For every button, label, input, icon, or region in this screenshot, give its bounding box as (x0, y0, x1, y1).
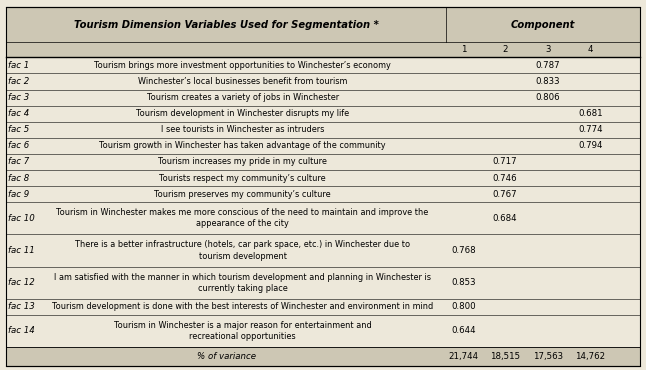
Text: 0.853: 0.853 (452, 278, 476, 287)
Text: fac 5: fac 5 (8, 125, 30, 134)
Text: fac 11: fac 11 (8, 246, 35, 255)
Text: I am satisfied with the manner in which tourism development and planning in Winc: I am satisfied with the manner in which … (54, 273, 431, 293)
Text: 1: 1 (461, 45, 466, 54)
Text: fac 14: fac 14 (8, 326, 35, 336)
Text: Tourism development is done with the best interests of Winchester and environmen: Tourism development is done with the bes… (52, 302, 433, 311)
Text: Tourism growth in Winchester has taken advantage of the community: Tourism growth in Winchester has taken a… (99, 141, 386, 150)
Text: 0.681: 0.681 (578, 109, 603, 118)
Text: Tourism development in Winchester disrupts my life: Tourism development in Winchester disrup… (136, 109, 349, 118)
Text: Component: Component (510, 20, 575, 30)
Text: 3: 3 (545, 45, 550, 54)
Text: Tourism preserves my community’s culture: Tourism preserves my community’s culture (154, 190, 331, 199)
Text: fac 4: fac 4 (8, 109, 30, 118)
Text: 0.644: 0.644 (452, 326, 476, 336)
Text: fac 10: fac 10 (8, 214, 35, 223)
Text: 18,515: 18,515 (490, 352, 520, 361)
Text: fac 1: fac 1 (8, 61, 30, 70)
Text: Tourism Dimension Variables Used for Segmentation *: Tourism Dimension Variables Used for Seg… (74, 20, 379, 30)
Text: 14,762: 14,762 (576, 352, 605, 361)
Text: Winchester’s local businesses benefit from tourism: Winchester’s local businesses benefit fr… (138, 77, 348, 86)
Text: Tourism in Winchester is a major reason for entertainment and
recreational oppor: Tourism in Winchester is a major reason … (114, 321, 371, 341)
Text: fac 2: fac 2 (8, 77, 30, 86)
Text: 2: 2 (503, 45, 508, 54)
Text: 0.806: 0.806 (536, 93, 560, 102)
Text: fac 8: fac 8 (8, 174, 30, 182)
Text: 0.684: 0.684 (493, 214, 517, 223)
Bar (6, 347, 640, 366)
Text: Tourists respect my community’s culture: Tourists respect my community’s culture (160, 174, 326, 182)
Text: fac 13: fac 13 (8, 302, 35, 311)
Text: 0.833: 0.833 (536, 77, 560, 86)
Text: % of variance: % of variance (196, 352, 256, 361)
Text: 0.767: 0.767 (493, 190, 517, 199)
Bar (6, 42, 640, 57)
Text: 0.774: 0.774 (578, 125, 603, 134)
Text: 0.800: 0.800 (452, 302, 476, 311)
Text: fac 12: fac 12 (8, 278, 35, 287)
Text: fac 6: fac 6 (8, 141, 30, 150)
Text: Tourism in Winchester makes me more conscious of the need to maintain and improv: Tourism in Winchester makes me more cons… (56, 208, 429, 228)
Text: Tourism brings more investment opportunities to Winchester’s economy: Tourism brings more investment opportuni… (94, 61, 391, 70)
Text: I see tourists in Winchester as intruders: I see tourists in Winchester as intruder… (161, 125, 324, 134)
Text: 0.746: 0.746 (493, 174, 517, 182)
Bar (6, 7, 640, 42)
Text: 21,744: 21,744 (449, 352, 479, 361)
Text: fac 3: fac 3 (8, 93, 30, 102)
Text: fac 7: fac 7 (8, 158, 30, 166)
Text: 0.717: 0.717 (493, 158, 517, 166)
Text: There is a better infrastructure (hotels, car park space, etc.) in Winchester du: There is a better infrastructure (hotels… (75, 240, 410, 260)
Text: 0.787: 0.787 (536, 61, 560, 70)
Text: 4: 4 (588, 45, 593, 54)
Text: 0.768: 0.768 (452, 246, 476, 255)
Text: Tourism increases my pride in my culture: Tourism increases my pride in my culture (158, 158, 327, 166)
Text: fac 9: fac 9 (8, 190, 30, 199)
Text: 17,563: 17,563 (533, 352, 563, 361)
Text: Tourism creates a variety of jobs in Winchester: Tourism creates a variety of jobs in Win… (147, 93, 339, 102)
Text: 0.794: 0.794 (578, 141, 603, 150)
